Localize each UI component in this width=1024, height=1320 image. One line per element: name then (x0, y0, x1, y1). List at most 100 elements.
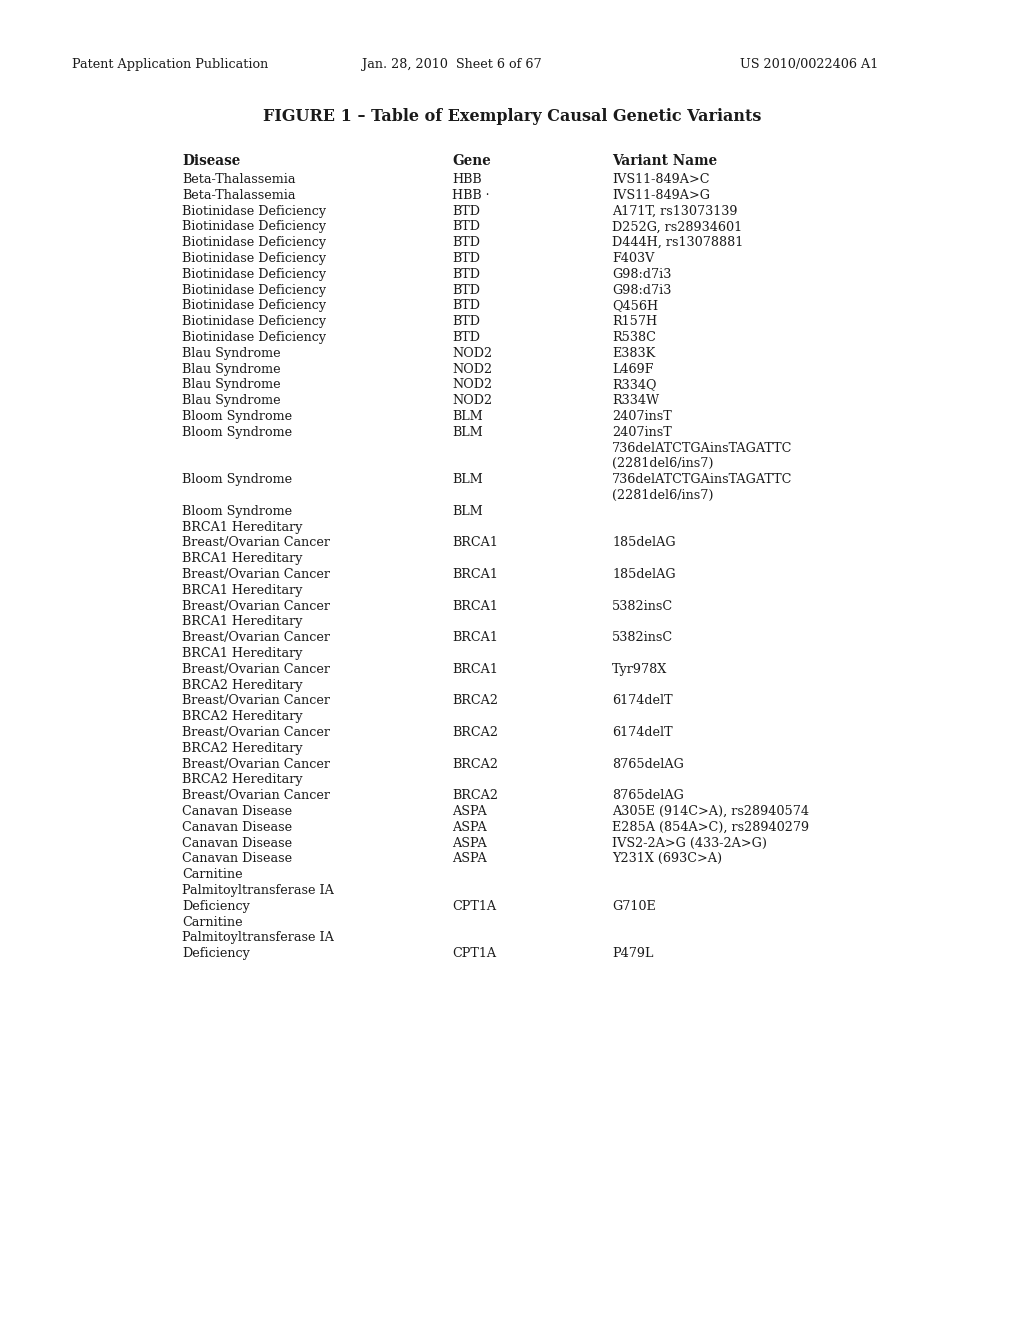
Text: R334Q: R334Q (612, 379, 656, 392)
Text: Biotinidase Deficiency: Biotinidase Deficiency (182, 236, 326, 249)
Text: Biotinidase Deficiency: Biotinidase Deficiency (182, 268, 326, 281)
Text: 185delAG: 185delAG (612, 568, 676, 581)
Text: F403V: F403V (612, 252, 654, 265)
Text: Palmitoyltransferase IA: Palmitoyltransferase IA (182, 884, 334, 898)
Text: Variant Name: Variant Name (612, 154, 717, 168)
Text: CPT1A: CPT1A (452, 900, 496, 913)
Text: BTD: BTD (452, 284, 480, 297)
Text: Disease: Disease (182, 154, 241, 168)
Text: 736delATCTGAinsTAGATTC: 736delATCTGAinsTAGATTC (612, 473, 793, 486)
Text: Breast/Ovarian Cancer: Breast/Ovarian Cancer (182, 789, 330, 803)
Text: BRCA2 Hereditary: BRCA2 Hereditary (182, 774, 303, 787)
Text: Biotinidase Deficiency: Biotinidase Deficiency (182, 284, 326, 297)
Text: Canavan Disease: Canavan Disease (182, 805, 292, 818)
Text: Breast/Ovarian Cancer: Breast/Ovarian Cancer (182, 726, 330, 739)
Text: Y231X (693C>A): Y231X (693C>A) (612, 853, 722, 866)
Text: BTD: BTD (452, 236, 480, 249)
Text: BTD: BTD (452, 315, 480, 329)
Text: BRCA1 Hereditary: BRCA1 Hereditary (182, 647, 302, 660)
Text: Biotinidase Deficiency: Biotinidase Deficiency (182, 205, 326, 218)
Text: BRCA1: BRCA1 (452, 663, 498, 676)
Text: BRCA2 Hereditary: BRCA2 Hereditary (182, 678, 303, 692)
Text: Breast/Ovarian Cancer: Breast/Ovarian Cancer (182, 536, 330, 549)
Text: 736delATCTGAinsTAGATTC: 736delATCTGAinsTAGATTC (612, 442, 793, 454)
Text: Jan. 28, 2010  Sheet 6 of 67: Jan. 28, 2010 Sheet 6 of 67 (362, 58, 542, 71)
Text: Biotinidase Deficiency: Biotinidase Deficiency (182, 220, 326, 234)
Text: BLM: BLM (452, 426, 482, 438)
Text: FIGURE 1 – Table of Exemplary Causal Genetic Variants: FIGURE 1 – Table of Exemplary Causal Gen… (263, 108, 761, 125)
Text: HBB: HBB (452, 173, 481, 186)
Text: D252G, rs28934601: D252G, rs28934601 (612, 220, 742, 234)
Text: A171T, rs13073139: A171T, rs13073139 (612, 205, 737, 218)
Text: Biotinidase Deficiency: Biotinidase Deficiency (182, 252, 326, 265)
Text: 185delAG: 185delAG (612, 536, 676, 549)
Text: HBB ·: HBB · (452, 189, 489, 202)
Text: NOD2: NOD2 (452, 363, 493, 376)
Text: Breast/Ovarian Cancer: Breast/Ovarian Cancer (182, 663, 330, 676)
Text: 8765delAG: 8765delAG (612, 758, 684, 771)
Text: BLM: BLM (452, 411, 482, 422)
Text: Beta-Thalassemia: Beta-Thalassemia (182, 173, 296, 186)
Text: BLM: BLM (452, 504, 482, 517)
Text: IVS11-849A>C: IVS11-849A>C (612, 173, 710, 186)
Text: NOD2: NOD2 (452, 395, 493, 407)
Text: R157H: R157H (612, 315, 657, 329)
Text: Breast/Ovarian Cancer: Breast/Ovarian Cancer (182, 694, 330, 708)
Text: Tyr978X: Tyr978X (612, 663, 668, 676)
Text: Blau Syndrome: Blau Syndrome (182, 363, 281, 376)
Text: Bloom Syndrome: Bloom Syndrome (182, 473, 292, 486)
Text: ASPA: ASPA (452, 853, 486, 866)
Text: BRCA1 Hereditary: BRCA1 Hereditary (182, 583, 302, 597)
Text: G98:d7i3: G98:d7i3 (612, 268, 672, 281)
Text: ASPA: ASPA (452, 821, 486, 834)
Text: Canavan Disease: Canavan Disease (182, 837, 292, 850)
Text: BRCA1: BRCA1 (452, 631, 498, 644)
Text: BTD: BTD (452, 331, 480, 345)
Text: 5382insC: 5382insC (612, 599, 673, 612)
Text: ASPA: ASPA (452, 837, 486, 850)
Text: Bloom Syndrome: Bloom Syndrome (182, 504, 292, 517)
Text: BRCA2: BRCA2 (452, 694, 498, 708)
Text: BRCA2 Hereditary: BRCA2 Hereditary (182, 742, 303, 755)
Text: Palmitoyltransferase IA: Palmitoyltransferase IA (182, 932, 334, 944)
Text: A305E (914C>A), rs28940574: A305E (914C>A), rs28940574 (612, 805, 809, 818)
Text: Breast/Ovarian Cancer: Breast/Ovarian Cancer (182, 631, 330, 644)
Text: BRCA1: BRCA1 (452, 568, 498, 581)
Text: ASPA: ASPA (452, 805, 486, 818)
Text: 6174delT: 6174delT (612, 726, 673, 739)
Text: 2407insT: 2407insT (612, 426, 672, 438)
Text: Canavan Disease: Canavan Disease (182, 821, 292, 834)
Text: Carnitine: Carnitine (182, 869, 243, 882)
Text: Deficiency: Deficiency (182, 948, 250, 960)
Text: Biotinidase Deficiency: Biotinidase Deficiency (182, 300, 326, 313)
Text: E383K: E383K (612, 347, 655, 360)
Text: D444H, rs13078881: D444H, rs13078881 (612, 236, 743, 249)
Text: P479L: P479L (612, 948, 653, 960)
Text: Gene: Gene (452, 154, 490, 168)
Text: 6174delT: 6174delT (612, 694, 673, 708)
Text: G710E: G710E (612, 900, 655, 913)
Text: Canavan Disease: Canavan Disease (182, 853, 292, 866)
Text: IVS2-2A>G (433-2A>G): IVS2-2A>G (433-2A>G) (612, 837, 767, 850)
Text: BRCA1 Hereditary: BRCA1 Hereditary (182, 552, 302, 565)
Text: BTD: BTD (452, 268, 480, 281)
Text: BTD: BTD (452, 300, 480, 313)
Text: Blau Syndrome: Blau Syndrome (182, 379, 281, 392)
Text: Deficiency: Deficiency (182, 900, 250, 913)
Text: Carnitine: Carnitine (182, 916, 243, 928)
Text: BRCA1 Hereditary: BRCA1 Hereditary (182, 520, 302, 533)
Text: NOD2: NOD2 (452, 347, 493, 360)
Text: Breast/Ovarian Cancer: Breast/Ovarian Cancer (182, 568, 330, 581)
Text: R538C: R538C (612, 331, 656, 345)
Text: E285A (854A>C), rs28940279: E285A (854A>C), rs28940279 (612, 821, 809, 834)
Text: BTD: BTD (452, 252, 480, 265)
Text: R334W: R334W (612, 395, 659, 407)
Text: Bloom Syndrome: Bloom Syndrome (182, 411, 292, 422)
Text: BRCA2 Hereditary: BRCA2 Hereditary (182, 710, 303, 723)
Text: G98:d7i3: G98:d7i3 (612, 284, 672, 297)
Text: (2281del6/ins7): (2281del6/ins7) (612, 488, 714, 502)
Text: BRCA1 Hereditary: BRCA1 Hereditary (182, 615, 302, 628)
Text: BTD: BTD (452, 205, 480, 218)
Text: Q456H: Q456H (612, 300, 658, 313)
Text: NOD2: NOD2 (452, 379, 493, 392)
